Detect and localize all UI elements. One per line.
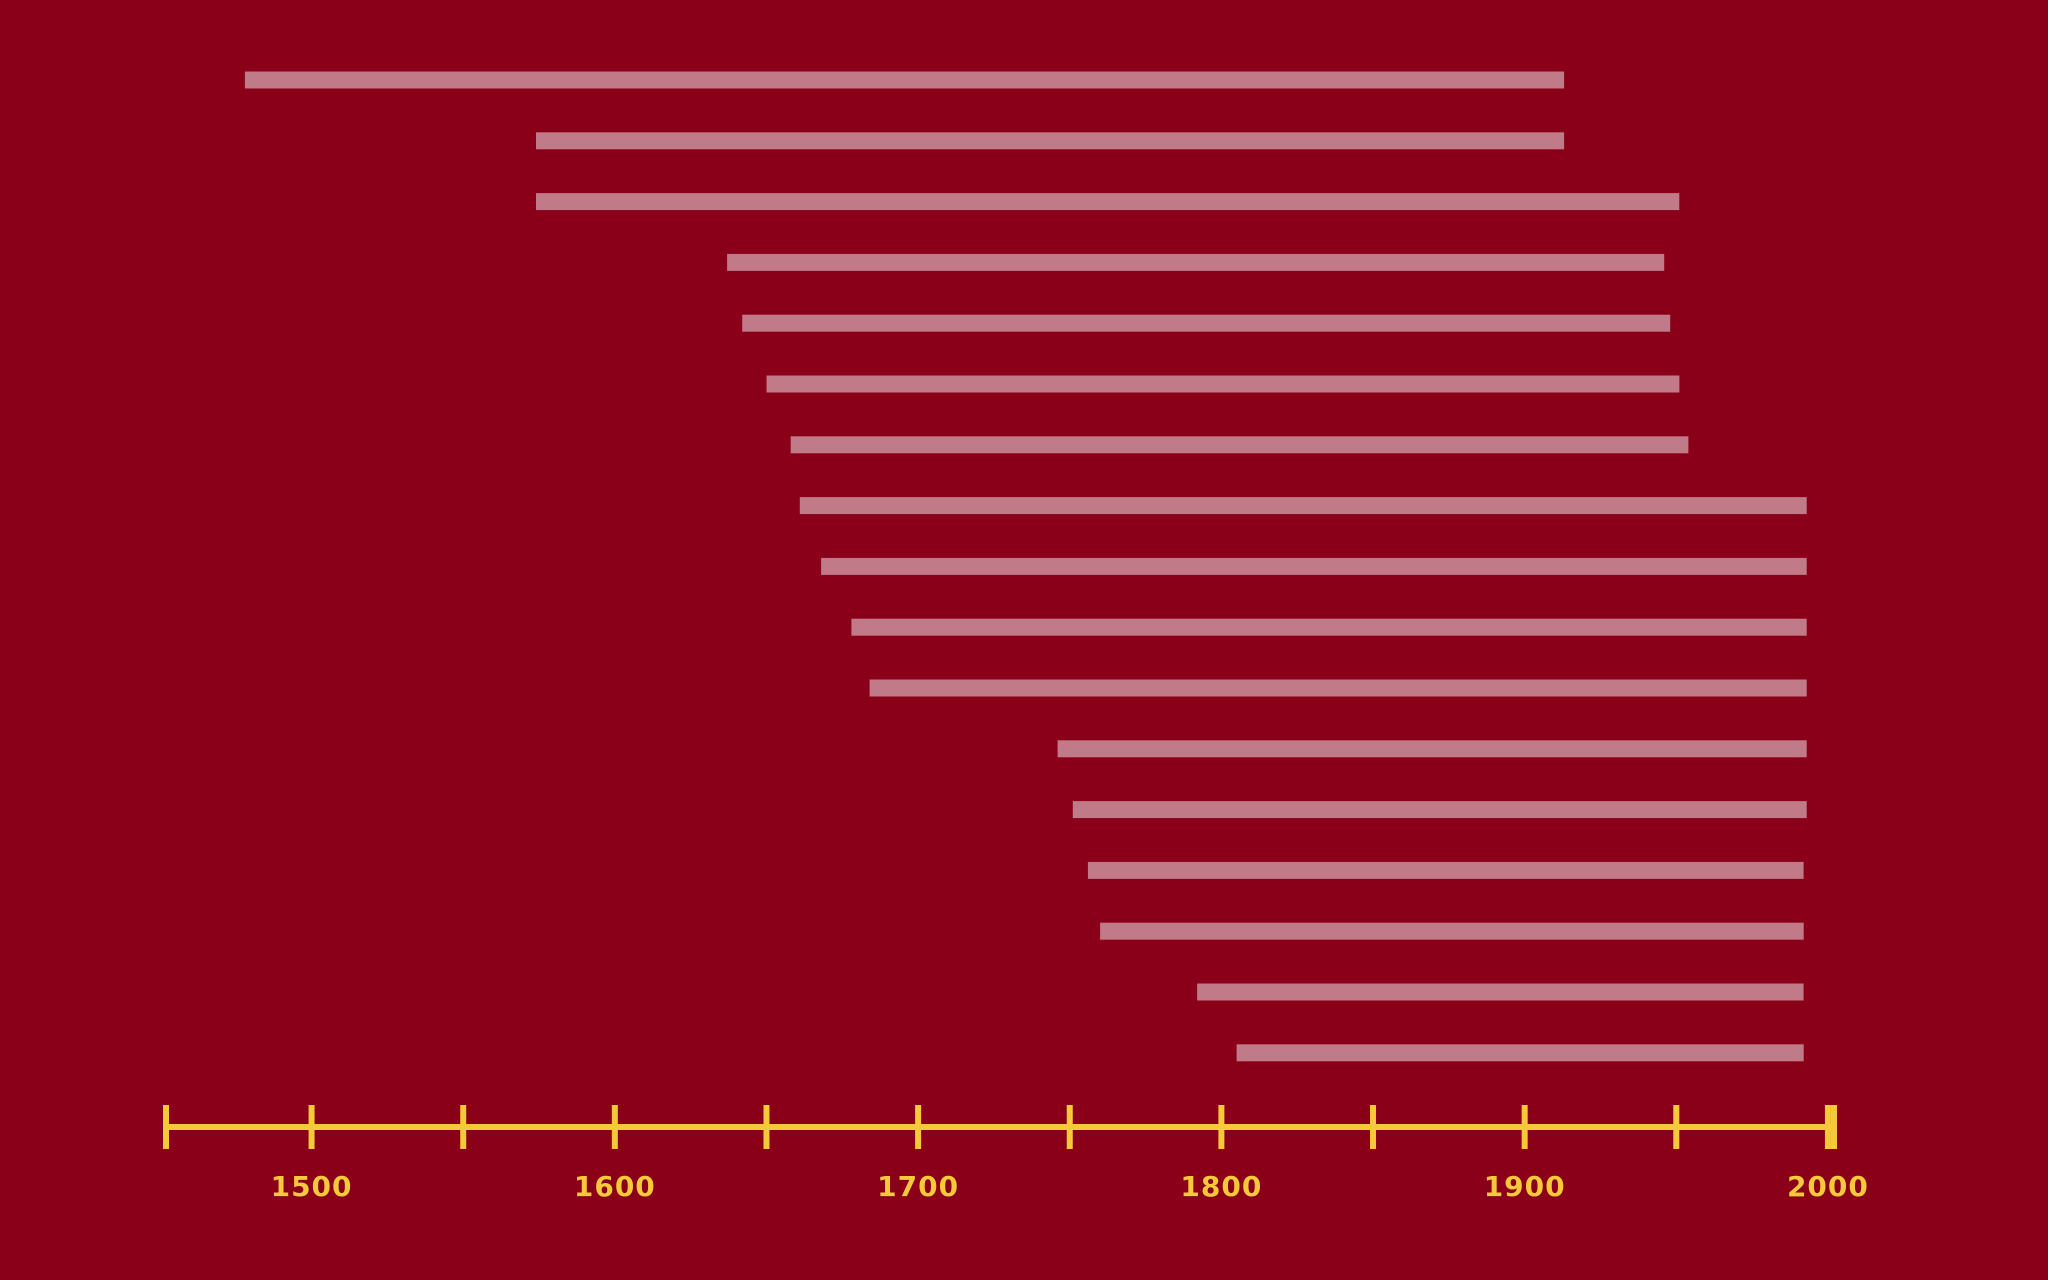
timeline-bar-17 bbox=[1236, 1044, 1804, 1062]
timeline-bar-8 bbox=[799, 497, 1807, 515]
x-tick-label-1500: 1500 bbox=[271, 1170, 353, 1203]
timeline-bar-11 bbox=[869, 679, 1807, 697]
timeline-bar-7 bbox=[790, 436, 1689, 454]
timeline-bar-14 bbox=[1087, 861, 1804, 879]
timeline-bar-9 bbox=[821, 557, 1807, 575]
x-tick-label-2000: 2000 bbox=[1787, 1170, 1869, 1203]
timeline-bar-3 bbox=[536, 193, 1680, 211]
timeline-bar-1 bbox=[244, 71, 1565, 89]
timeline-bar-15 bbox=[1100, 922, 1804, 940]
x-tick-label-1600: 1600 bbox=[574, 1170, 656, 1203]
x-tick-label-1900: 1900 bbox=[1484, 1170, 1566, 1203]
timeline-bar-12 bbox=[1057, 740, 1807, 758]
timeline-bar-10 bbox=[851, 618, 1807, 636]
x-tick-label-1800: 1800 bbox=[1180, 1170, 1262, 1203]
timeline-bar-16 bbox=[1197, 983, 1804, 1001]
timeline-bar-5 bbox=[742, 314, 1671, 332]
x-tick-label-1700: 1700 bbox=[877, 1170, 959, 1203]
timeline-bar-6 bbox=[766, 375, 1680, 393]
bars-group bbox=[244, 71, 1807, 1062]
timeline-bar-4 bbox=[727, 253, 1665, 271]
timeline-bar-2 bbox=[536, 132, 1565, 150]
x-axis: 1500 1600 1700 1800 1900 2000 bbox=[163, 1105, 1869, 1203]
timeline-bar-13 bbox=[1072, 801, 1807, 819]
